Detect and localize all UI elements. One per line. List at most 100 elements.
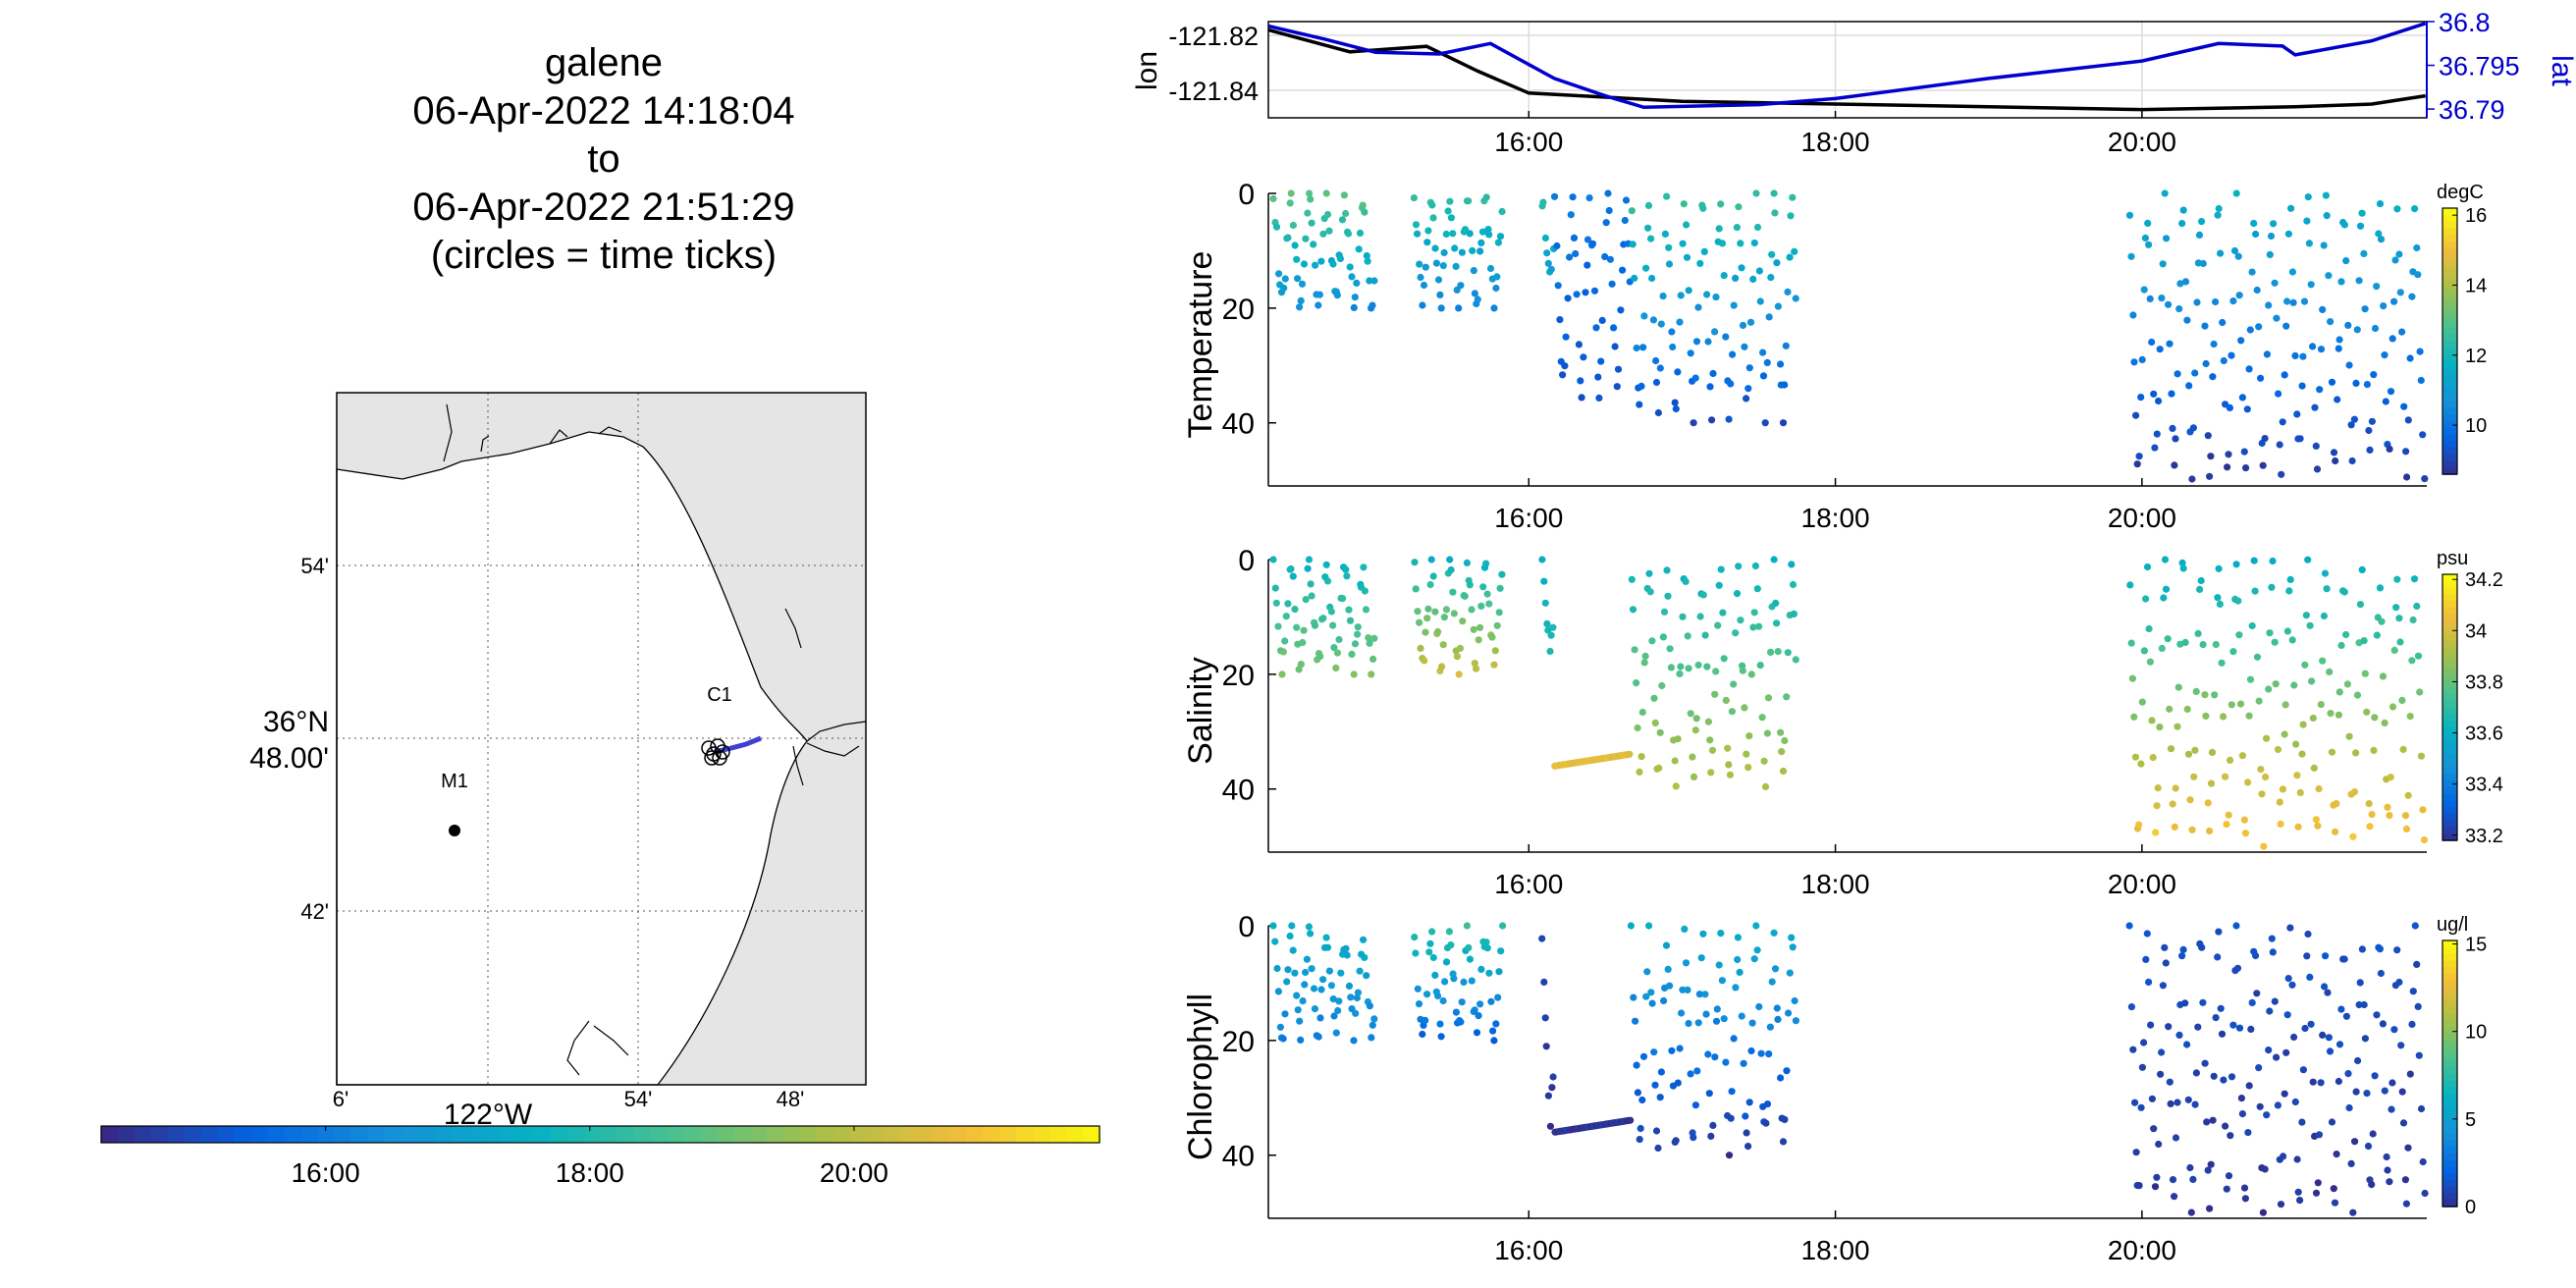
chlorophyll-point [1411, 934, 1419, 941]
salinity-point [1711, 690, 1719, 698]
chlorophyll-point [1717, 930, 1725, 938]
chlorophyll-point [2153, 1173, 2161, 1181]
temperature-point [2332, 456, 2339, 465]
temperature-point [1767, 274, 1775, 282]
salinity-point [1777, 728, 1785, 736]
temperature-point [2330, 449, 2338, 456]
chlorophyll-point [1447, 941, 1455, 949]
temperature-point [2282, 322, 2290, 330]
temperature-point [2289, 298, 2297, 306]
temperature-point [2243, 405, 2251, 413]
salinity-point [1354, 630, 1362, 638]
temperature-point [2404, 416, 2412, 424]
chlorophyll-point [2268, 935, 2276, 942]
chlorophyll-point [1325, 967, 1333, 975]
colorbar-segment [2442, 295, 2457, 302]
time-colorbar-label-0: 16:00 [292, 1157, 360, 1188]
salinity-point [1689, 753, 1696, 761]
salinity-point [1763, 729, 1771, 737]
time-colorbar-segment [217, 1126, 236, 1143]
temperature-point [2345, 361, 2353, 369]
salinity-point [1305, 556, 1314, 564]
chlorophyll-point [1297, 1036, 1305, 1044]
colorbar-segment [2442, 300, 2457, 309]
temperature-point [1329, 260, 1337, 268]
temperature-point [2413, 243, 2421, 252]
temperature-point [1759, 372, 1768, 380]
chlorophyll-point [1487, 997, 1495, 1005]
salinity-point [1329, 621, 1337, 629]
temperature-point [1356, 229, 1365, 237]
salinity-point [1715, 581, 1723, 589]
temperature-point [1781, 381, 1789, 389]
temperature-point [1447, 214, 1455, 222]
salinity-point [1701, 631, 1709, 639]
chlorophyll-axis-label: Chlorophyll [1182, 993, 1219, 1160]
salinity-point [2387, 774, 2394, 781]
temperature-point [1712, 294, 1720, 301]
salinity-point [2172, 784, 2179, 792]
chlorophyll-point [2142, 955, 2150, 964]
chlorophyll-point [1322, 934, 1330, 941]
chlorophyll-point [1422, 1016, 1429, 1024]
temperature-point [2390, 297, 2398, 305]
temperature-point [1315, 301, 1322, 309]
salinity-point [1543, 619, 1551, 628]
salinity-point [1747, 671, 1755, 678]
chlorophyll-point [2406, 1070, 2414, 1078]
chlorophyll-point [1495, 968, 1503, 976]
temperature-point [1437, 304, 1445, 312]
temperature-point [1629, 241, 1637, 248]
chlorophyll-point [2307, 1020, 2315, 1028]
salinity-point [2356, 601, 2364, 609]
temperature-point [2206, 472, 2214, 480]
temperature-point [1659, 293, 1667, 300]
colorbar-segment [2442, 1193, 2457, 1202]
salinity-point [1369, 655, 1377, 664]
temperature-point [1709, 369, 1717, 378]
chlorophyll-point [1777, 1074, 1785, 1082]
temperature-point [2391, 256, 2399, 264]
temperature-point [1284, 234, 1292, 242]
chlorophyll-point [1732, 984, 1740, 992]
colorbar-segment [2442, 740, 2457, 748]
chlorophyll-point [1779, 1138, 1788, 1146]
chlorophyll-point [2167, 1100, 2174, 1107]
time-colorbar-segment [184, 1126, 202, 1143]
salinity-point [2402, 825, 2411, 833]
chlorophyll-point [2240, 1184, 2249, 1192]
temperature-point [2309, 343, 2317, 350]
temperature-point [2159, 260, 2167, 268]
map-lat-tick-42: 42' [300, 899, 329, 924]
chlorophyll-point [2286, 924, 2294, 932]
colorbar-segment [2442, 946, 2457, 955]
map-water [336, 431, 808, 1086]
salinity-point [1743, 750, 1750, 758]
chlorophyll-point [1650, 1048, 1658, 1056]
chlorophyll-point [1722, 1058, 1730, 1066]
temperature-point [1647, 235, 1655, 242]
salinity-point [1343, 572, 1351, 580]
temperature-point [1355, 245, 1363, 253]
chlorophyll-point [1468, 977, 1476, 985]
chlorophyll-point [2398, 1088, 2406, 1096]
colorbar-segment [2442, 1147, 2457, 1154]
salinity-point [2251, 587, 2259, 595]
time-colorbar-segment [101, 1126, 119, 1143]
chlorophyll-point [2344, 1070, 2352, 1078]
chlorophyll-point [2194, 1023, 2202, 1031]
temperature-point [1272, 223, 1281, 231]
time-tick-circle [704, 750, 720, 766]
salinity-point [2371, 714, 2379, 722]
temperature-cbar-tick-label-1: 14 [2465, 275, 2487, 296]
temperature-point [2373, 283, 2381, 291]
salinity-point [1788, 561, 1796, 568]
chlorophyll-point [2347, 1159, 2355, 1167]
colorbar-segment [2442, 360, 2457, 369]
temperature-point [1492, 284, 1500, 293]
temperature-point [2229, 297, 2237, 305]
salinity-point [1416, 618, 1423, 626]
temperature-point [1304, 209, 1312, 217]
time-colorbar-segment [300, 1126, 319, 1143]
colorbar-segment [2442, 1046, 2457, 1054]
